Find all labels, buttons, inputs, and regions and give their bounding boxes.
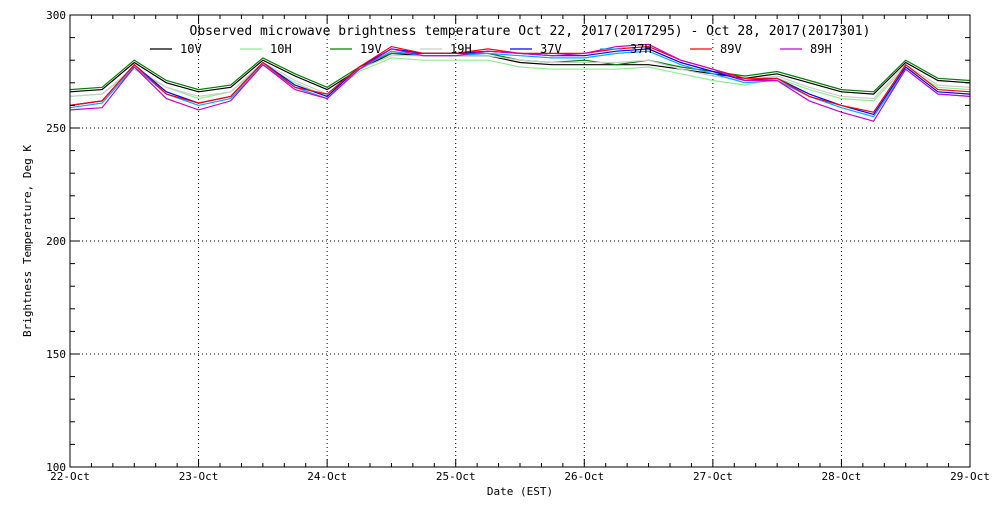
- x-axis-label: Date (EST): [487, 485, 553, 498]
- legend-label-89V: 89V: [720, 42, 742, 56]
- x-tick-label: 28-Oct: [822, 470, 862, 483]
- x-tick-label: 25-Oct: [436, 470, 476, 483]
- series-line-37H: [69, 50, 971, 118]
- y-tick-label: 200: [46, 235, 66, 248]
- y-tick-label: 100: [46, 461, 66, 474]
- x-tick-label: 22-Oct: [50, 470, 90, 483]
- ticks: 22-Oct 23-Oct 24-Oct 25-Oct 26-Oct 27-Oct 28-O…: [46, 9, 990, 483]
- series-line-89H: [69, 43, 971, 122]
- plot-frame: [69, 14, 971, 468]
- legend: 10V 10H 19V 19H 37V 37H 89V 89H: [150, 42, 832, 56]
- x-tick-label: 26-Oct: [564, 470, 604, 483]
- y-tick-label: 150: [46, 348, 66, 361]
- x-tick-label: 27-Oct: [693, 470, 733, 483]
- x-tick-label: 23-Oct: [179, 470, 219, 483]
- series-line-89V: [69, 45, 971, 113]
- series-line-19V: [69, 52, 971, 93]
- x-tick-label: 24-Oct: [307, 470, 347, 483]
- grid: [70, 15, 970, 467]
- series-line-10V: [69, 52, 971, 95]
- legend-label-19V: 19V: [360, 42, 382, 56]
- chart-title: Observed microwave brightness temperatur…: [190, 24, 871, 39]
- legend-label-89H: 89H: [810, 42, 832, 56]
- legend-label-10V: 10V: [180, 42, 202, 56]
- series-lines: [69, 43, 971, 122]
- legend-label-19H: 19H: [450, 42, 472, 56]
- y-tick-label: 300: [46, 9, 66, 22]
- legend-label-37H: 37H: [630, 42, 652, 56]
- series-line-19H: [69, 55, 971, 100]
- series-line-10H: [69, 57, 971, 102]
- legend-label-37V: 37V: [540, 42, 562, 56]
- y-axis-label: Brightness Temperature, Deg K: [21, 145, 34, 337]
- x-tick-label: 29-Oct: [950, 470, 990, 483]
- legend-label-10H: 10H: [270, 42, 292, 56]
- y-tick-label: 250: [46, 122, 66, 135]
